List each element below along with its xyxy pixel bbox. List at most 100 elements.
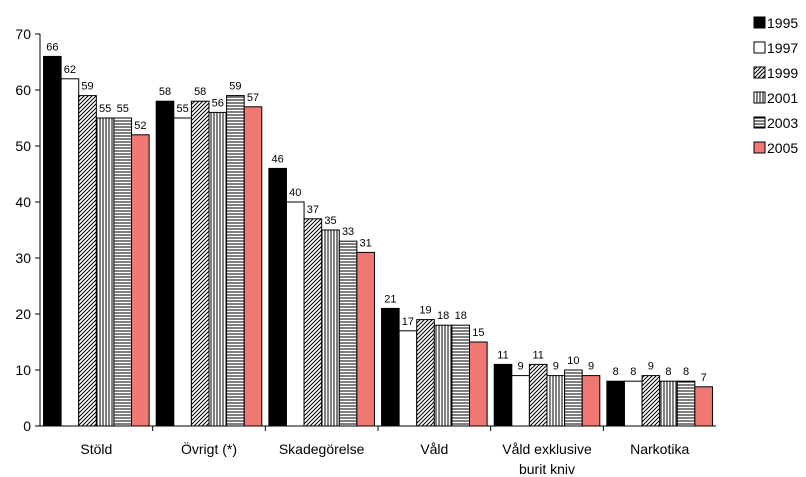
data-label-2003-5: 8: [683, 366, 689, 378]
category-label: burit kniv: [519, 461, 575, 477]
bar-1999-3: [416, 319, 435, 427]
bar-1999-2: [303, 218, 323, 427]
y-tick-label: 40: [15, 194, 31, 210]
bar-1995-2: [268, 167, 287, 427]
legend-swatch-1997: [753, 41, 766, 54]
bar-2003-4: [564, 369, 583, 427]
bar-2001-1: [208, 111, 228, 427]
bar-1999-1: [190, 100, 210, 427]
data-label-1997-5: 8: [630, 366, 636, 378]
data-label-1997-2: 40: [289, 187, 301, 199]
data-label-1995-2: 46: [272, 153, 284, 165]
category-label: Skadegörelse: [279, 441, 365, 457]
y-tick-label: 30: [15, 250, 31, 266]
y-tick-label: 60: [15, 82, 31, 98]
legend-swatch-2001: [753, 91, 766, 104]
bar-2005-3: [469, 341, 488, 427]
bar-1997-3: [398, 330, 418, 427]
data-label-2005-5: 7: [701, 372, 707, 384]
data-labels: 66 62 59 55 55 52 58 55 58 56 59 57 46 40 37 35 33 31 21 17…: [46, 41, 707, 383]
bar-2003-3: [451, 324, 471, 427]
data-label-1997-0: 62: [64, 64, 76, 76]
bar-2005-5: [694, 386, 713, 427]
data-label-2005-3: 15: [472, 327, 484, 339]
bar-2005-0: [131, 134, 150, 427]
data-label-1997-3: 17: [402, 316, 414, 328]
data-label-1999-2: 37: [307, 204, 319, 216]
bar-2001-3: [433, 324, 453, 427]
data-label-2001-5: 8: [665, 366, 671, 378]
data-label-2001-0: 55: [99, 103, 111, 115]
data-label-1995-0: 66: [46, 41, 58, 53]
bar-2005-4: [581, 375, 601, 427]
y-tick-label: 70: [15, 26, 31, 42]
bar-2005-2: [356, 251, 375, 427]
category-label: Övrigt (*): [181, 440, 237, 457]
bar-2001-5: [659, 380, 678, 427]
data-label-2003-2: 33: [342, 226, 354, 238]
legend-swatch-2005: [753, 141, 766, 154]
bar-1999-0: [78, 95, 97, 427]
legend-label-1997: 1997: [767, 40, 798, 56]
bar-2001-2: [321, 229, 340, 427]
bar-2005-1: [243, 106, 263, 427]
category-label: Våld: [420, 441, 448, 457]
data-label-2003-3: 18: [455, 310, 467, 322]
y-tick-label: 50: [15, 138, 31, 154]
data-label-2003-0: 55: [117, 103, 129, 115]
bar-2001-4: [546, 375, 566, 427]
data-label-2001-4: 9: [553, 361, 559, 373]
bar-2003-5: [676, 380, 696, 427]
bar-1997-1: [173, 117, 192, 427]
bar-1997-4: [511, 375, 530, 427]
data-label-1999-5: 9: [648, 361, 654, 373]
bar-1997-2: [285, 201, 305, 427]
legend-label-2005: 2005: [767, 140, 798, 156]
data-label-2003-4: 10: [567, 355, 579, 367]
data-label-2005-0: 52: [134, 120, 146, 132]
bar-1995-1: [155, 100, 175, 427]
data-label-2003-1: 59: [229, 81, 241, 93]
axes: 0 10 20 30 40 50 60 70: [15, 26, 716, 434]
bar-1995-4: [493, 363, 513, 427]
legend-label-1999: 1999: [767, 65, 798, 81]
bar-1997-0: [60, 78, 80, 427]
legend-swatch-2003: [753, 116, 766, 129]
legend-swatch-1999: [753, 66, 766, 79]
legend-label-2003: 2003: [767, 115, 798, 131]
data-label-1995-3: 21: [384, 293, 396, 305]
bar-2003-2: [338, 240, 358, 427]
data-label-1999-0: 59: [81, 81, 93, 93]
bar-1995-0: [43, 55, 62, 427]
data-label-2005-4: 9: [588, 361, 594, 373]
category-label: Stöld: [80, 441, 112, 457]
data-label-1997-1: 55: [176, 103, 188, 115]
bar-1995-5: [606, 380, 625, 427]
bars: [43, 55, 713, 427]
bar-1999-4: [528, 363, 548, 427]
data-label-1997-4: 9: [518, 361, 524, 373]
legend-swatch-1995: [753, 16, 766, 29]
category-label: Narkotika: [630, 441, 689, 457]
bar-2003-0: [113, 117, 133, 427]
bar-1999-5: [641, 375, 661, 427]
category-label: Våld exklusive: [502, 441, 592, 457]
y-tick-label: 10: [15, 362, 31, 378]
bar-2001-0: [95, 117, 115, 427]
category-labels: Stöld Övrigt (*) Skadegörelse Våld Våld exkl…: [80, 440, 689, 477]
data-label-1995-5: 8: [613, 366, 619, 378]
data-label-2001-2: 35: [324, 215, 336, 227]
data-label-2005-2: 31: [360, 237, 372, 249]
data-label-1999-1: 58: [194, 86, 206, 98]
legend-label-2001: 2001: [767, 90, 798, 106]
data-label-2005-1: 57: [247, 92, 259, 104]
bar-1997-5: [623, 380, 643, 427]
y-tick-label: 0: [23, 418, 31, 434]
y-tick-label: 20: [15, 306, 31, 322]
data-label-1995-4: 11: [497, 349, 508, 361]
legend-label-1995: 1995: [767, 15, 798, 31]
data-label-2001-3: 18: [437, 310, 449, 322]
data-label-1999-4: 11: [532, 349, 543, 361]
bar-2003-1: [226, 95, 245, 427]
data-label-2001-1: 56: [212, 97, 224, 109]
